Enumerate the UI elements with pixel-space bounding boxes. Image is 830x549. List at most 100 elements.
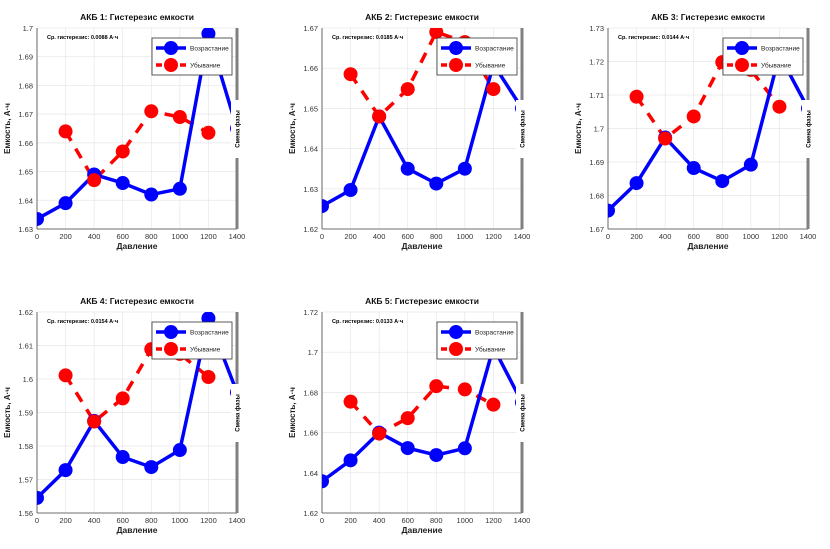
y-tick-label: 1.63 [303,185,318,194]
point-decreasing [87,414,102,429]
point-increasing [115,176,130,191]
x-tick-label: 1200 [485,516,502,525]
chart-2: 0 200 400 600 800 1000 1200 1400 1.62 1.63 1.64 1.6… [288,12,530,251]
point-increasing [172,443,187,458]
x-tick-label: 1200 [485,232,502,241]
x-tick-label: 200 [344,232,357,241]
x-tick-label: 200 [344,516,357,525]
series-line-increasing [322,59,522,208]
phase-label: Смена фазы [806,110,813,148]
point-increasing [400,161,415,176]
point-increasing [457,441,472,456]
y-axis-label: Емкость, А·ч [574,103,583,154]
x-tick-label: 600 [116,232,129,241]
y-tick-label: 1.66 [303,64,318,73]
y-tick-label: 1.7 [308,348,318,357]
x-tick-label: 0 [606,232,610,241]
y-axis-label: Емкость, А·ч [288,103,297,154]
legend-label: Убывание [761,62,792,70]
x-tick-label: 1000 [457,232,474,241]
y-tick-label: 1.68 [589,192,604,201]
point-increasing [37,211,44,226]
legend-label: Убывание [475,62,506,70]
point-increasing [58,463,73,478]
legend: Возрастание Убывание [436,321,518,360]
point-decreasing [201,369,216,384]
y-tick-label: 1.62 [303,509,318,518]
point-increasing [322,474,329,489]
point-decreasing [486,82,501,97]
point-increasing [144,460,159,475]
y-tick-label: 1.71 [589,91,604,100]
y-tick-label: 1.68 [18,81,33,90]
legend-marker-decreasing [735,58,749,72]
phase-label: Смена фазы [520,110,527,148]
x-axis-label: Давление [688,241,729,251]
x-tick-label: 200 [59,232,72,241]
x-tick-label: 800 [430,516,443,525]
legend-label: Возрастание [761,46,800,53]
y-tick-label: 1.67 [589,225,604,234]
x-tick-label: 0 [35,232,39,241]
y-tick-label: 1.64 [303,469,318,478]
point-increasing [322,199,329,214]
point-decreasing [58,124,73,139]
y-tick-label: 1.67 [303,24,318,33]
legend-marker-increasing [735,41,749,55]
chart-title: АКБ 3: Гистерезис емкости [651,12,765,22]
point-increasing [343,453,358,468]
y-tick-label: 1.63 [18,225,33,234]
point-decreasing [172,110,187,125]
point-decreasing [400,411,415,426]
x-tick-label: 400 [88,232,101,241]
point-increasing [201,28,216,41]
chart-4: 0 200 400 600 800 1000 1200 1400 1.56 1.57 1.58 1.5… [3,296,245,535]
x-axis-label: Давление [117,525,158,535]
x-tick-label: 1200 [200,516,217,525]
legend-label: Убывание [190,346,221,354]
legend: Возрастание Убывание [151,37,233,76]
x-tick-label: 600 [116,516,129,525]
legend-label: Возрастание [475,46,514,53]
point-decreasing [629,89,644,104]
point-increasing [115,450,130,465]
x-tick-label: 0 [320,232,324,241]
y-tick-label: 1.69 [18,53,33,62]
x-tick-label: 1400 [229,516,246,525]
y-tick-label: 1.62 [18,308,33,317]
chart-1: 0 200 400 600 800 1000 1200 1400 1.63 1.64 1.65 1.6… [3,12,245,251]
point-increasing [37,490,44,505]
point-increasing [743,157,758,172]
x-tick-label: 600 [687,232,700,241]
hysteresis-annotation: Ср. гистерезис: 0.0133 А·ч [332,319,403,325]
y-tick-label: 1.72 [589,58,604,67]
legend: Возрастание Убывание [151,321,233,360]
point-decreasing [686,109,701,124]
legend: Возрастание Убывание [722,37,804,76]
x-tick-label: 0 [320,516,324,525]
legend-label: Возрастание [190,46,229,53]
hysteresis-annotation: Ср. гистерезис: 0.0185 А·ч [332,35,403,41]
legend-marker-increasing [164,325,178,339]
legend: Возрастание Убывание [436,37,518,76]
point-decreasing [201,125,216,140]
phase-label: Смена фазы [235,394,242,432]
point-decreasing [343,67,358,82]
y-tick-label: 1.73 [589,24,604,33]
y-tick-label: 1.57 [18,476,33,485]
x-tick-label: 200 [630,232,643,241]
y-tick-label: 1.59 [18,409,33,418]
hysteresis-annotation: Ср. гистерезис: 0.0144 А·ч [618,35,689,41]
legend-marker-increasing [449,41,463,55]
x-tick-label: 1000 [172,232,189,241]
legend-marker-decreasing [449,342,463,356]
y-tick-label: 1.66 [303,429,318,438]
point-increasing [715,174,730,189]
point-decreasing [429,379,444,394]
y-tick-label: 1.7 [23,24,33,33]
hysteresis-annotation: Ср. гистерезис: 0.0088 А·ч [47,35,118,41]
phase-label: Смена фазы [520,394,527,432]
x-tick-label: 1200 [200,232,217,241]
y-axis-label: Емкость, А·ч [3,103,12,154]
